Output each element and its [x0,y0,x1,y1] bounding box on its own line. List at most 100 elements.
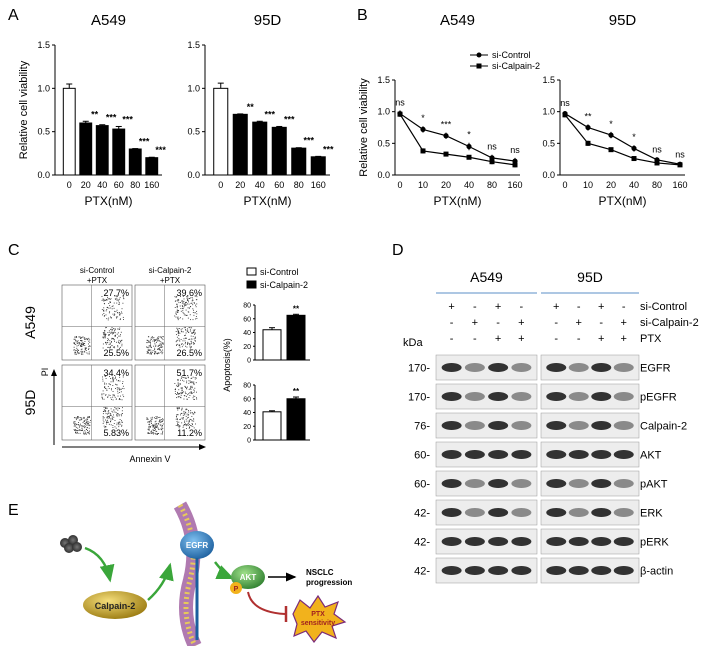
flow-event [188,421,190,423]
flow-event [111,416,113,418]
flow-event [178,396,180,398]
flow-event [190,377,192,379]
flow-event [119,414,121,416]
blot-band [441,566,462,575]
flow-event [77,424,79,425]
flow-event [180,339,182,340]
flow-event [103,334,105,336]
flow-event [146,350,148,352]
flow-event [179,418,181,420]
flow-event [195,382,197,384]
flow-event [196,317,198,319]
flow-event [176,303,178,305]
flow-event [109,305,111,307]
flow-event [153,417,155,419]
flow-event [109,301,111,303]
flow-event [187,394,189,396]
flow-event [178,299,180,301]
data-point [631,145,637,151]
blot-band [568,479,589,488]
flow-event [113,338,115,340]
flow-event [107,396,108,398]
x-tick-label: 160 [144,180,159,190]
flow-event [193,395,195,397]
flow-event [107,307,109,309]
flow-event [89,419,91,421]
flow-event [192,300,194,302]
flow-event [189,327,191,329]
flow-event [88,430,90,432]
treatment-sign: + [598,301,604,313]
flow-event [187,307,189,309]
flow-event [119,399,121,401]
flow-event [180,377,182,379]
data-point [489,155,495,161]
treatment-sign: - [554,317,558,329]
flow-event [152,340,154,342]
flow-event [162,430,164,432]
flow-event [150,352,152,354]
flow-event [104,299,106,301]
flow-event [187,329,189,331]
flow-event [152,337,154,339]
flow-event [152,350,154,352]
flow-event [191,381,193,383]
flow-event [184,335,185,337]
y-tick-label: 1.5 [542,75,555,85]
treatment-sign: - [520,301,524,313]
blot-band [464,566,485,575]
flow-event [77,349,79,351]
flow-event [82,352,84,354]
calpain-2-node [83,591,147,619]
flow-event [189,380,191,382]
flow-event [178,317,180,319]
flow-event [175,312,177,314]
flow-event [77,342,79,344]
legend-swatch-si-calpain-2 [246,280,257,289]
flow-event [102,417,104,419]
flow-event [84,339,86,340]
y-tick-label: 0.0 [377,170,390,180]
significance-label: ** [247,102,255,112]
flow-event [161,344,163,346]
flow-event [87,338,89,340]
flow-event [159,420,160,422]
flow-event [190,340,192,342]
data-point [585,140,591,146]
legend-marker [476,52,482,58]
flow-event [89,421,91,423]
flow-event [181,379,183,381]
flow-event [119,319,121,321]
flow-event [115,376,116,378]
bar [271,126,287,176]
significance-label: *** [139,137,150,147]
flow-event [192,376,194,378]
significance-label: ** [91,109,99,119]
blot-band [591,537,612,546]
treatment-sign: + [472,317,478,329]
significance-label: ns [652,144,662,154]
flow-event [81,343,83,345]
flow-event [114,411,116,413]
flow-event [80,425,82,426]
blot-band [546,566,567,575]
flow-event [80,344,82,346]
flow-event [107,416,109,418]
flow-event [194,423,196,425]
flow-event [82,426,84,428]
significance-label: ns [510,145,520,155]
flow-event [183,312,185,314]
flow-event [192,304,194,306]
bar [286,398,306,441]
blot-band [546,363,567,372]
flow-event [156,423,158,424]
flow-event [156,353,158,355]
flow-event [155,345,157,347]
flow-event [78,342,80,344]
flow-event [119,313,121,315]
data-point [512,158,518,164]
blot-band [441,450,462,459]
flow-event [78,426,80,428]
flow-event [88,343,89,345]
flow-event [75,340,77,341]
